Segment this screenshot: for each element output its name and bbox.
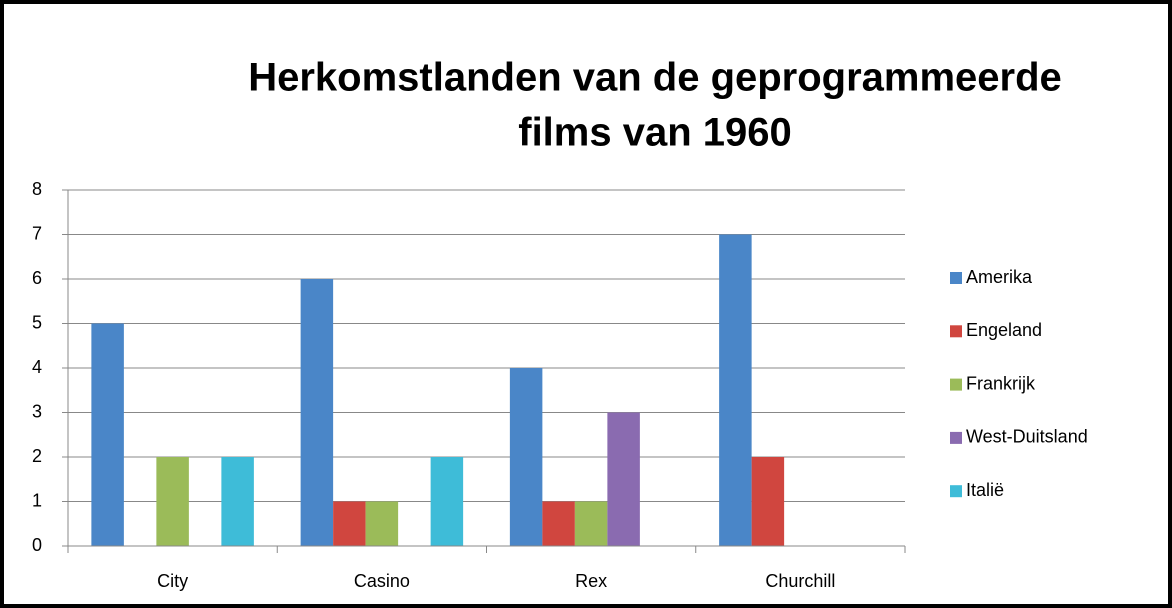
bar	[221, 457, 254, 546]
y-tick-label: 3	[32, 401, 42, 421]
bar	[430, 457, 464, 546]
legend-swatch	[950, 325, 962, 338]
bar	[300, 279, 334, 546]
legend-label: Frankrijk	[966, 373, 1036, 393]
y-tick-label: 6	[32, 268, 42, 288]
bar	[509, 368, 543, 546]
bar	[333, 501, 366, 546]
y-tick-label: 7	[32, 223, 42, 243]
bar	[365, 501, 399, 546]
x-tick-label: Casino	[354, 571, 410, 591]
chart-title: Herkomstlanden van de geprogrammeerde	[248, 56, 1062, 100]
x-tick-label: City	[157, 571, 188, 591]
legend-label: Engeland	[966, 320, 1042, 340]
bar	[751, 457, 785, 546]
legend-label: Italië	[966, 480, 1004, 500]
y-tick-label: 4	[32, 357, 42, 377]
y-tick-label: 1	[32, 490, 42, 510]
y-tick-label: 8	[32, 179, 42, 199]
bar	[719, 234, 752, 546]
legend-swatch	[950, 272, 962, 284]
legend-swatch	[950, 485, 962, 498]
y-tick-label: 0	[32, 535, 42, 555]
chart-title: films van 1960	[518, 111, 792, 155]
y-tick-label: 5	[32, 312, 42, 332]
x-tick-label: Churchill	[765, 571, 835, 591]
x-tick-label: Rex	[575, 571, 607, 591]
bar	[156, 457, 189, 546]
legend-swatch	[950, 378, 962, 391]
bar	[91, 323, 124, 546]
legend-swatch	[950, 431, 962, 444]
y-tick-label: 2	[32, 446, 42, 466]
legend-label: Amerika	[966, 267, 1033, 287]
legend-label: West-Duitsland	[966, 427, 1088, 447]
bar	[542, 501, 575, 546]
bar	[607, 412, 640, 546]
bar	[574, 501, 608, 546]
